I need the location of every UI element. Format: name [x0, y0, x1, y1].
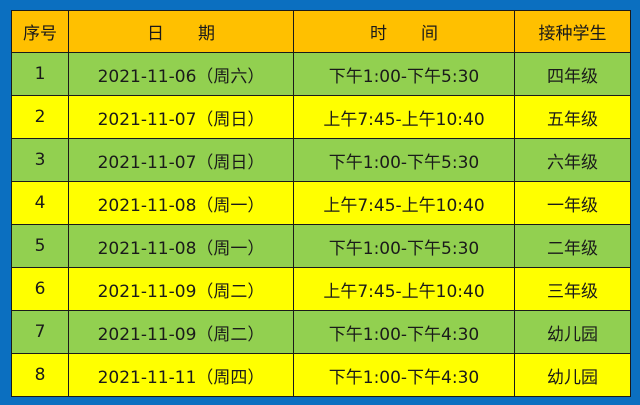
cell-date: 2021-11-09（周二）	[68, 267, 294, 311]
cell-time: 下午1:00-下午5:30	[293, 52, 515, 96]
cell-date: 2021-11-07（周日）	[68, 95, 294, 139]
table-row: 1 2021-11-06（周六） 下午1:00-下午5:30 四年级	[11, 52, 631, 96]
cell-index: 7	[11, 310, 69, 354]
table-row: 8 2021-11-11（周四） 下午1:00-下午4:30 幼儿园	[11, 353, 631, 397]
header-date: 日 期	[68, 10, 294, 53]
cell-date: 2021-11-07（周日）	[68, 138, 294, 182]
cell-index: 2	[11, 95, 69, 139]
header-row: 序号 日 期 时 间 接种学生	[11, 10, 631, 53]
cell-time: 下午1:00-下午5:30	[293, 138, 515, 182]
cell-students: 六年级	[514, 138, 631, 182]
cell-students: 幼儿园	[514, 310, 631, 354]
cell-students: 二年级	[514, 224, 631, 268]
table-row: 7 2021-11-09（周二） 下午1:00-下午4:30 幼儿园	[11, 310, 631, 354]
cell-time: 上午7:45-上午10:40	[293, 95, 515, 139]
table-row: 2 2021-11-07（周日） 上午7:45-上午10:40 五年级	[11, 95, 631, 139]
cell-students: 一年级	[514, 181, 631, 225]
table-row: 5 2021-11-08（周一） 下午1:00-下午5:30 二年级	[11, 224, 631, 268]
cell-date: 2021-11-11（周四）	[68, 353, 294, 397]
cell-time: 上午7:45-上午10:40	[293, 181, 515, 225]
cell-index: 4	[11, 181, 69, 225]
table-row: 6 2021-11-09（周二） 上午7:45-上午10:40 三年级	[11, 267, 631, 311]
header-index: 序号	[11, 10, 69, 53]
cell-time: 下午1:00-下午4:30	[293, 353, 515, 397]
cell-index: 5	[11, 224, 69, 268]
cell-index: 6	[11, 267, 69, 311]
cell-students: 幼儿园	[514, 353, 631, 397]
header-students: 接种学生	[514, 10, 631, 53]
cell-date: 2021-11-08（周一）	[68, 224, 294, 268]
cell-date: 2021-11-08（周一）	[68, 181, 294, 225]
cell-index: 8	[11, 353, 69, 397]
cell-students: 五年级	[514, 95, 631, 139]
schedule-table: 序号 日 期 时 间 接种学生 1 2021-11-06（周六） 下午1:00-下午…	[11, 10, 631, 397]
cell-students: 四年级	[514, 52, 631, 96]
cell-students: 三年级	[514, 267, 631, 311]
cell-time: 上午7:45-上午10:40	[293, 267, 515, 311]
cell-time: 下午1:00-下午5:30	[293, 224, 515, 268]
cell-date: 2021-11-06（周六）	[68, 52, 294, 96]
header-time: 时 间	[293, 10, 515, 53]
cell-index: 3	[11, 138, 69, 182]
table-row: 3 2021-11-07（周日） 下午1:00-下午5:30 六年级	[11, 138, 631, 182]
table-row: 4 2021-11-08（周一） 上午7:45-上午10:40 一年级	[11, 181, 631, 225]
cell-index: 1	[11, 52, 69, 96]
cell-time: 下午1:00-下午4:30	[293, 310, 515, 354]
cell-date: 2021-11-09（周二）	[68, 310, 294, 354]
